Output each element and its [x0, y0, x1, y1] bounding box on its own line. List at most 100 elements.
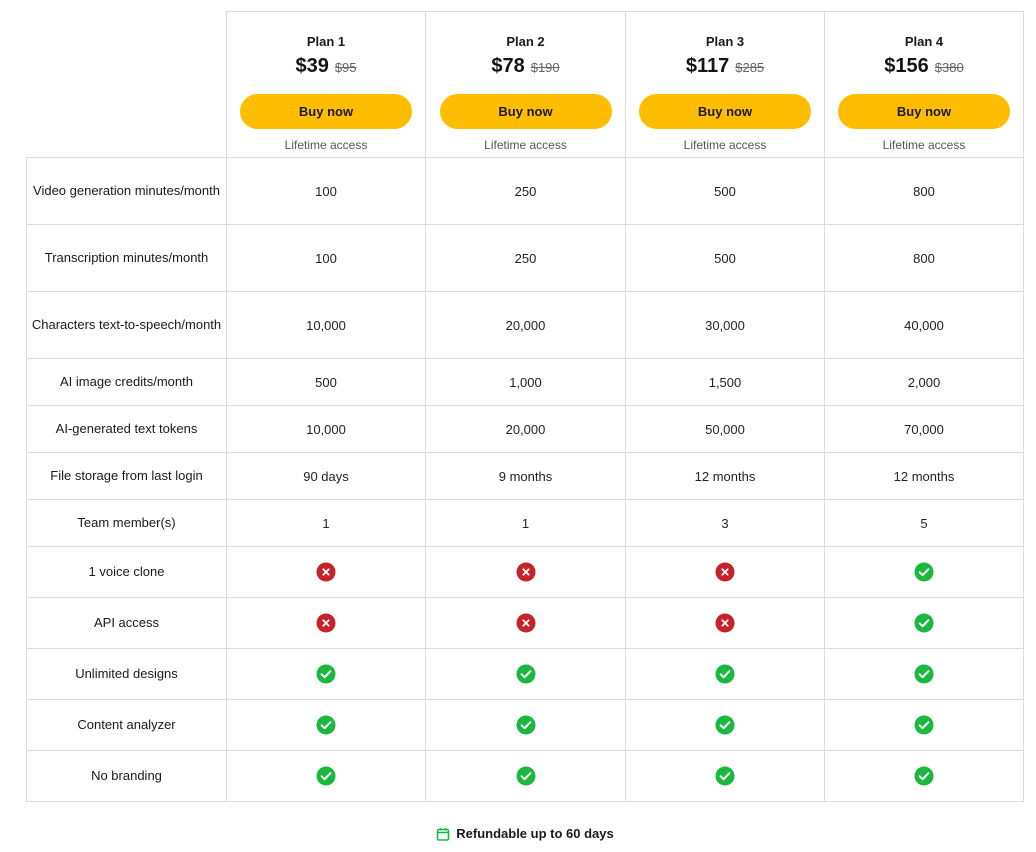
feature-status	[226, 546, 426, 598]
feature-status	[425, 750, 626, 802]
feature-value: 90 days	[226, 452, 426, 500]
price-line: $39 $95	[227, 55, 425, 81]
x-circle-icon	[516, 562, 535, 582]
price-line: $117 $285	[626, 55, 824, 81]
check-circle-icon	[316, 766, 336, 786]
feature-label: No branding	[26, 750, 227, 802]
access-label: Lifetime access	[882, 137, 966, 152]
check-circle-icon	[914, 613, 934, 633]
x-circle-icon	[316, 613, 336, 633]
feature-value: 500	[625, 224, 825, 292]
feature-value: 12 months	[824, 452, 1024, 500]
feature-status	[226, 750, 426, 802]
feature-status	[824, 750, 1024, 802]
feature-value: 1	[425, 499, 626, 547]
feature-value: 5	[824, 499, 1024, 547]
feature-status	[824, 648, 1024, 700]
buy-now-button-plan-1[interactable]: Buy now	[240, 93, 412, 129]
check-circle-icon	[914, 664, 934, 684]
feature-value: 500	[625, 157, 825, 225]
check-circle-icon	[516, 766, 535, 786]
pricing-table: Plan 1 $39 $95 Buy now Lifetime access P…	[26, 11, 1024, 802]
feature-value: 500	[226, 358, 426, 406]
feature-status	[425, 546, 626, 598]
feature-value: 800	[824, 157, 1024, 225]
x-circle-icon	[715, 613, 735, 633]
feature-label: Unlimited designs	[26, 648, 227, 700]
feature-value: 30,000	[625, 291, 825, 359]
check-circle-icon	[516, 715, 535, 735]
feature-value: 3	[625, 499, 825, 547]
refund-note: Refundable up to 60 days	[0, 826, 1036, 841]
plan-1-header: Plan 1 $39 $95 Buy now Lifetime access	[226, 11, 426, 158]
price-line: $156 $380	[825, 55, 1023, 81]
price-current: $39	[295, 54, 329, 77]
access-label: Lifetime access	[284, 137, 368, 152]
feature-label: Team member(s)	[26, 499, 227, 547]
check-circle-icon	[715, 664, 735, 684]
price-original: $95	[334, 59, 357, 75]
plan-3-header: Plan 3 $117 $285 Buy now Lifetime access	[625, 11, 825, 158]
feature-label: API access	[26, 597, 227, 649]
price-original: $190	[530, 59, 560, 75]
feature-row: API access	[26, 597, 1024, 649]
feature-value: 40,000	[824, 291, 1024, 359]
plan-header-row: Plan 1 $39 $95 Buy now Lifetime access P…	[26, 11, 1024, 158]
refund-text: Refundable up to 60 days	[456, 826, 614, 841]
feature-value: 2,000	[824, 358, 1024, 406]
feature-value: 12 months	[625, 452, 825, 500]
feature-value: 10,000	[226, 291, 426, 359]
feature-row: Video generation minutes/month 100 250 5…	[26, 157, 1024, 225]
feature-status	[226, 597, 426, 649]
check-circle-icon	[316, 664, 336, 684]
price-current: $156	[884, 54, 929, 77]
table-corner	[26, 11, 227, 158]
feature-row: 1 voice clone	[26, 546, 1024, 598]
check-circle-icon	[914, 715, 934, 735]
x-circle-icon	[516, 613, 535, 633]
feature-value: 20,000	[425, 291, 626, 359]
feature-status	[226, 648, 426, 700]
x-circle-icon	[715, 562, 735, 582]
feature-row: Team member(s) 1 1 3 5	[26, 499, 1024, 547]
buy-now-button-plan-2[interactable]: Buy now	[439, 93, 612, 129]
feature-label: Content analyzer	[26, 699, 227, 751]
feature-status	[625, 546, 825, 598]
feature-status	[425, 648, 626, 700]
check-circle-icon	[316, 715, 336, 735]
feature-value: 9 months	[425, 452, 626, 500]
feature-value: 100	[226, 157, 426, 225]
x-circle-icon	[316, 562, 336, 582]
feature-row: No branding	[26, 750, 1024, 802]
price-current: $78	[491, 54, 525, 77]
buy-now-button-plan-3[interactable]: Buy now	[639, 93, 811, 129]
feature-value: 250	[425, 224, 626, 292]
plan-name: Plan 2	[506, 33, 545, 49]
access-label: Lifetime access	[683, 137, 767, 152]
feature-row: File storage from last login 90 days 9 m…	[26, 452, 1024, 500]
feature-status	[824, 546, 1024, 598]
plan-4-header: Plan 4 $156 $380 Buy now Lifetime access	[824, 11, 1024, 158]
feature-value: 100	[226, 224, 426, 292]
feature-status	[226, 699, 426, 751]
feature-status	[625, 750, 825, 802]
price-original: $380	[934, 59, 964, 75]
feature-value: 70,000	[824, 405, 1024, 453]
check-circle-icon	[914, 766, 934, 786]
feature-label: 1 voice clone	[26, 546, 227, 598]
feature-value: 50,000	[625, 405, 825, 453]
feature-status	[425, 597, 626, 649]
price-line: $78 $190	[426, 55, 625, 81]
access-label: Lifetime access	[484, 137, 567, 152]
feature-label: Characters text-to-speech/month	[26, 291, 227, 359]
feature-row: AI-generated text tokens 10,000 20,000 5…	[26, 405, 1024, 453]
feature-status	[824, 597, 1024, 649]
feature-row: Transcription minutes/month 100 250 500 …	[26, 224, 1024, 292]
buy-now-button-plan-4[interactable]: Buy now	[838, 93, 1010, 129]
feature-label: AI-generated text tokens	[26, 405, 227, 453]
feature-row: Content analyzer	[26, 699, 1024, 751]
plan-2-header: Plan 2 $78 $190 Buy now Lifetime access	[425, 11, 626, 158]
feature-row: AI image credits/month 500 1,000 1,500 2…	[26, 358, 1024, 406]
feature-value: 800	[824, 224, 1024, 292]
feature-value: 1,000	[425, 358, 626, 406]
